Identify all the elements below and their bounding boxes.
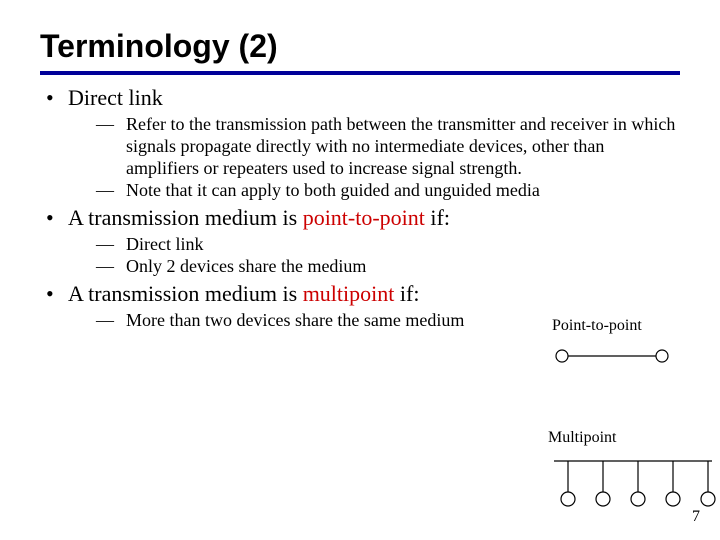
sub-item: Direct link — [96, 233, 680, 255]
text-emphasis: multipoint — [303, 281, 395, 306]
bullet-text: A transmission medium is point-to-point … — [68, 205, 450, 231]
bullet-list: Direct link Refer to the transmission pa… — [40, 85, 680, 331]
slide: Terminology (2) Direct link Refer to the… — [0, 0, 720, 540]
figure-multipoint: Multipoint — [548, 429, 718, 509]
sub-item: Note that it can apply to both guided an… — [96, 179, 680, 201]
text-emphasis: point-to-point — [303, 205, 425, 230]
text-pre: A transmission medium is — [68, 281, 303, 306]
title-rule — [40, 71, 680, 75]
text-pre: A transmission medium is — [68, 205, 303, 230]
bullet-text: Direct link — [68, 85, 163, 110]
sub-item: Only 2 devices share the medium — [96, 255, 680, 277]
sub-list: Direct link Only 2 devices share the med… — [68, 233, 680, 277]
page-number: 7 — [692, 508, 700, 526]
body: Direct link Refer to the transmission pa… — [40, 85, 680, 331]
title-block: Terminology (2) — [40, 28, 680, 75]
sub-list: Refer to the transmission path between t… — [68, 113, 680, 201]
bullet-direct-link: Direct link Refer to the transmission pa… — [40, 85, 680, 201]
figure-label: Point-to-point — [552, 317, 672, 335]
diagram-point-to-point — [552, 341, 672, 371]
sub-item: Refer to the transmission path between t… — [96, 113, 680, 179]
text-post: if: — [394, 281, 419, 306]
bullet-ptp: A transmission medium is point-to-point … — [40, 205, 680, 277]
text-post: if: — [425, 205, 450, 230]
figure-label: Multipoint — [548, 429, 718, 447]
bullet-text: A transmission medium is multipoint if: — [68, 281, 419, 306]
diagram-multipoint — [548, 453, 718, 509]
figure-point-to-point: Point-to-point — [552, 317, 672, 371]
slide-title: Terminology (2) — [40, 28, 680, 65]
